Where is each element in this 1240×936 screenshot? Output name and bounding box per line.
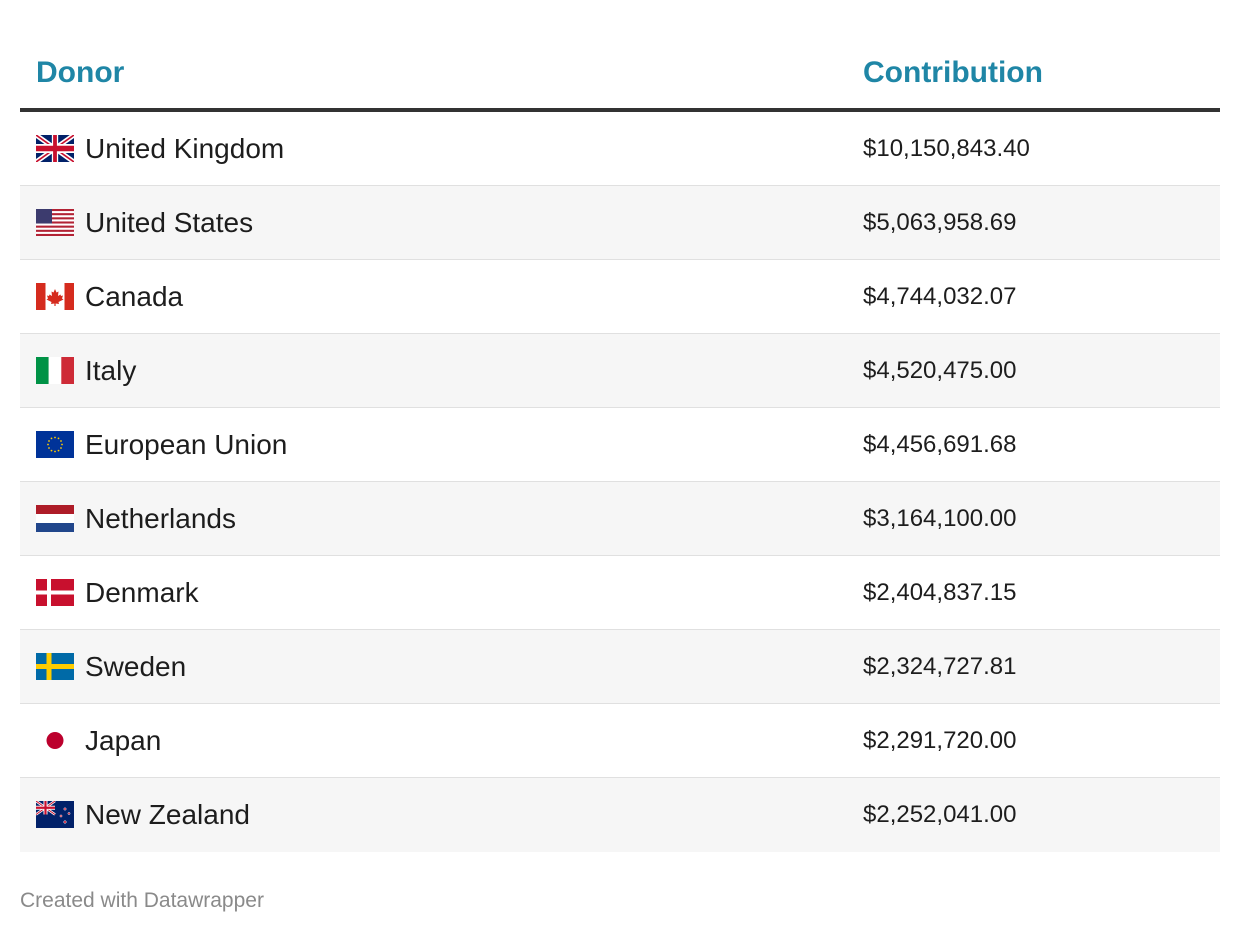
contribution-value: $5,063,958.69 bbox=[863, 209, 1017, 236]
table-row: Italy $4,520,475.00 bbox=[20, 334, 1220, 408]
italy-flag-icon bbox=[36, 357, 74, 384]
contribution-value: $2,291,720.00 bbox=[863, 727, 1017, 754]
uk-flag-icon bbox=[36, 135, 74, 162]
contribution-value: $2,252,041.00 bbox=[863, 801, 1017, 828]
japan-flag-icon bbox=[36, 727, 74, 754]
table-row: New Zealand $2,252,041.00 bbox=[20, 778, 1220, 852]
table-body: United Kingdom $10,150,843.40 United Sta… bbox=[20, 112, 1220, 852]
contribution-value: $4,744,032.07 bbox=[863, 283, 1017, 310]
us-flag-icon bbox=[36, 209, 74, 236]
contribution-value: $4,456,691.68 bbox=[863, 431, 1017, 458]
sweden-flag-icon bbox=[36, 653, 74, 680]
eu-flag-icon bbox=[36, 431, 74, 458]
donor-name: Japan bbox=[85, 725, 162, 756]
donor-name: Italy bbox=[85, 355, 137, 386]
denmark-flag-icon bbox=[36, 579, 74, 606]
table-row: Denmark $2,404,837.15 bbox=[20, 556, 1220, 630]
table-row: United States $5,063,958.69 bbox=[20, 186, 1220, 260]
canada-flag-icon bbox=[36, 283, 74, 310]
contribution-value: $2,404,837.15 bbox=[863, 579, 1017, 606]
table-header: Donor Contribution bbox=[20, 0, 1220, 112]
table-row: Netherlands $3,164,100.00 bbox=[20, 482, 1220, 556]
contribution-value: $10,150,843.40 bbox=[863, 135, 1030, 162]
donor-name: Denmark bbox=[85, 577, 199, 608]
donor-name: New Zealand bbox=[85, 799, 250, 830]
donor-name: United Kingdom bbox=[85, 133, 285, 164]
datawrapper-credit[interactable]: Created with Datawrapper bbox=[20, 889, 264, 912]
contribution-value: $2,324,727.81 bbox=[863, 653, 1017, 680]
table-row: European Union $4,456,691.68 bbox=[20, 408, 1220, 482]
table-row: United Kingdom $10,150,843.40 bbox=[20, 112, 1220, 186]
donor-name: United States bbox=[85, 207, 254, 238]
header-contribution[interactable]: Contribution bbox=[863, 56, 1043, 89]
new-zealand-flag-icon bbox=[36, 801, 74, 828]
table-row: Sweden $2,324,727.81 bbox=[20, 630, 1220, 704]
donor-name: European Union bbox=[85, 429, 288, 460]
donor-name: Sweden bbox=[85, 651, 187, 682]
netherlands-flag-icon bbox=[36, 505, 74, 532]
donor-name: Netherlands bbox=[85, 503, 236, 534]
header-donor[interactable]: Donor bbox=[36, 56, 125, 89]
donor-table: Donor Contribution United Kingdom $10,15… bbox=[20, 0, 1220, 852]
contribution-value: $4,520,475.00 bbox=[863, 357, 1017, 384]
table-row: Canada $4,744,032.07 bbox=[20, 260, 1220, 334]
donor-name: Canada bbox=[85, 281, 184, 312]
contribution-value: $3,164,100.00 bbox=[863, 505, 1017, 532]
table-row: Japan $2,291,720.00 bbox=[20, 704, 1220, 778]
